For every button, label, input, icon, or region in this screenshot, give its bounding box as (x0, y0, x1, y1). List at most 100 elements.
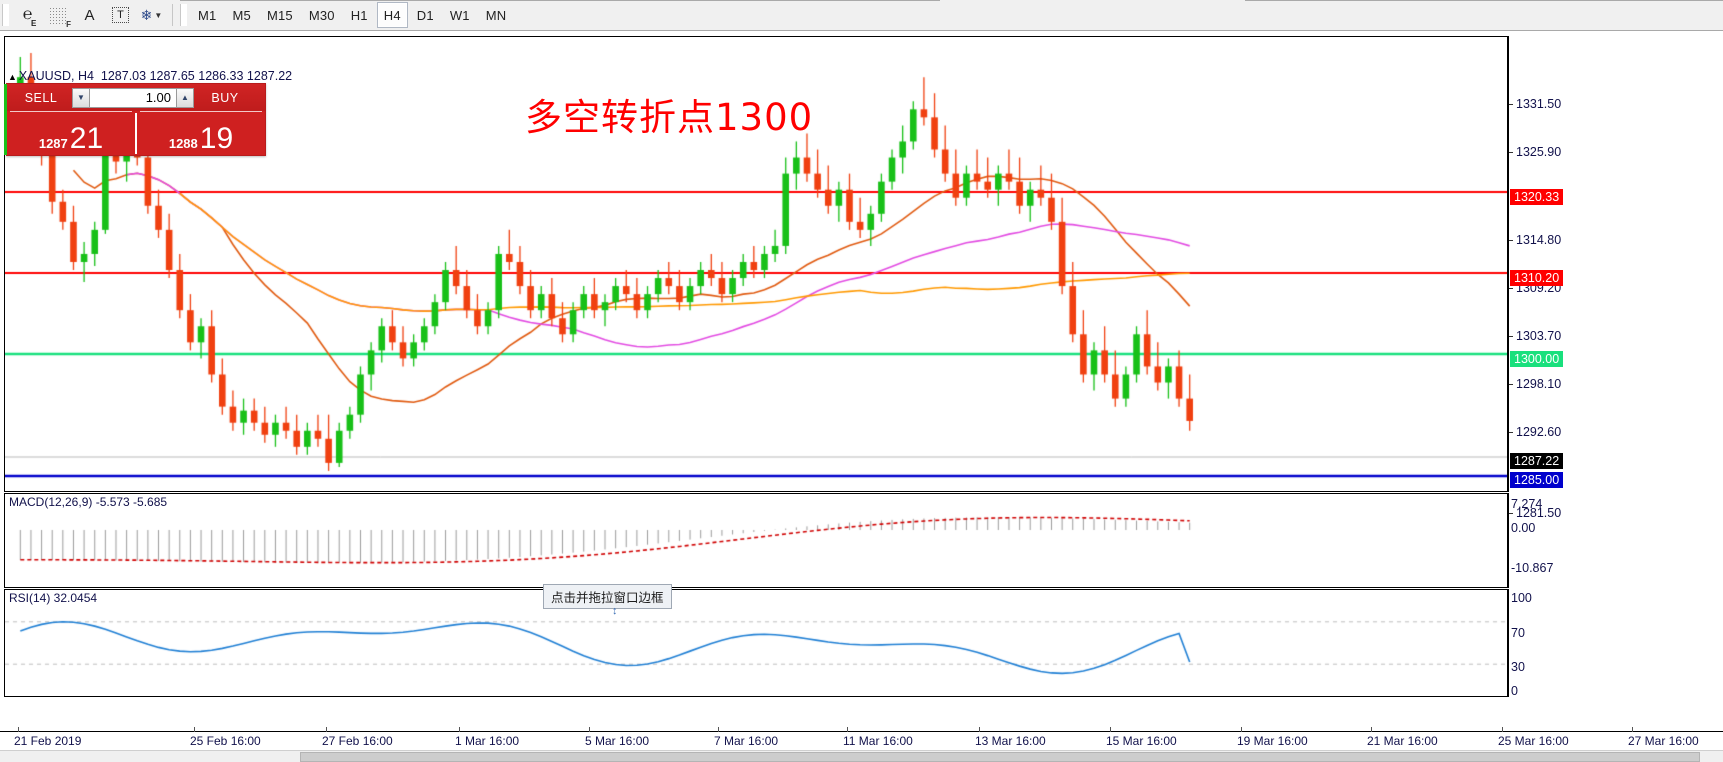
price-tick-1298.10: 1298.10 (1509, 377, 1561, 391)
trade-panel-quotes: 1287 21 1288 19 (7, 111, 265, 155)
time-label: 27 Feb 16:00 (322, 734, 393, 748)
time-tick (18, 727, 19, 732)
sell-price-button[interactable]: 1287 21 (7, 111, 135, 155)
rsi-tick-0: 0 (1511, 684, 1518, 698)
time-label: 21 Mar 16:00 (1367, 734, 1438, 748)
price-tag-1310.20: 1310.20 (1510, 270, 1564, 286)
macd-pane[interactable]: MACD(12,26,9) -5.573 -5.685 (4, 493, 1508, 588)
timeframe-m30[interactable]: M30 (308, 7, 335, 23)
expert-advisor-glyph: ℮ (23, 6, 36, 28)
chart-container[interactable]: ▲ XAUUSD, H4 1287.03 1287.65 1286.33 1287… (0, 31, 1723, 731)
price-tick-1292.60: 1292.60 (1509, 425, 1561, 439)
price-tag-1300.00: 1300.00 (1510, 351, 1564, 367)
timeframe-h4[interactable]: H4 (376, 2, 408, 28)
time-tick (847, 727, 848, 732)
timeframe-m1[interactable]: M1 (198, 7, 217, 23)
timeframe-d1[interactable]: D1 (416, 7, 434, 23)
time-label: 5 Mar 16:00 (585, 734, 650, 748)
volume-input[interactable]: 1.00 (90, 87, 176, 108)
macd-tick-1: 0.00 (1511, 521, 1536, 535)
time-axis[interactable]: 21 Feb 2019 25 Feb 16:00 27 Feb 16:00 1 Mar… (0, 727, 1723, 750)
price-tick-1314.80: 1314.80 (1509, 233, 1561, 247)
chevron-down-icon[interactable]: ▼ (154, 10, 163, 20)
time-label: 19 Mar 16:00 (1237, 734, 1308, 748)
rsi-label: RSI(14) 32.0454 (9, 591, 98, 605)
indicator-list-icon[interactable] (44, 2, 73, 29)
time-label: 21 Feb 2019 (14, 734, 82, 748)
symbol-name: XAUUSD, H4 (18, 69, 94, 83)
time-label: 11 Mar 16:00 (843, 734, 913, 748)
ohlc-low: 1286.33 (198, 69, 244, 83)
resize-window-tooltip: 点击并拖拉窗口边框 (543, 584, 672, 609)
rsi-pane[interactable]: RSI(14) 32.0454 (4, 589, 1508, 697)
objects-glyph: ❄ (140, 6, 153, 23)
buy-price-button[interactable]: 1288 19 (137, 111, 265, 155)
time-tick (718, 727, 719, 732)
rsi-scale: 100 70 30 0 (1508, 589, 1723, 698)
objects-tool-icon[interactable]: ❄ ▼ (137, 2, 166, 28)
timeframe-m15[interactable]: M15 (266, 7, 293, 23)
time-tick (1110, 727, 1111, 732)
rsi-tick-100: 100 (1511, 591, 1532, 605)
text-tool-icon[interactable]: A (75, 2, 104, 28)
volume-decrease-button[interactable]: ▼ (72, 87, 90, 108)
timeframe-m5[interactable]: M5 (232, 7, 251, 23)
macd-canvas (5, 494, 1507, 587)
trade-panel-accent-bar (4, 84, 7, 155)
toolbar-divider-top (180, 0, 940, 1)
macd-tick-0: 7.274 (1511, 497, 1543, 511)
rsi-tick-30: 30 (1511, 660, 1525, 674)
time-tick (589, 727, 590, 732)
price-tick-1325.90: 1325.90 (1509, 145, 1561, 159)
macd-label: MACD(12,26,9) -5.573 -5.685 (9, 495, 168, 509)
sell-price-pips: 21 (69, 122, 104, 155)
time-tick (326, 727, 327, 732)
expert-advisor-icon[interactable]: ℮ (13, 2, 42, 28)
timeframe-mn[interactable]: MN (485, 7, 507, 23)
sell-divider (10, 111, 132, 112)
timeframe-w1[interactable]: W1 (449, 7, 470, 23)
price-pane[interactable] (4, 36, 1508, 492)
trade-panel-header: SELL ▼ 1.00 ▲ BUY (7, 84, 265, 111)
buy-label[interactable]: BUY (211, 90, 239, 105)
time-label: 15 Mar 16:00 (1106, 734, 1177, 748)
ohlc-close: 1287.22 (246, 69, 293, 83)
price-tag-1287.22: 1287.22 (1510, 453, 1564, 469)
horizontal-scrollbar[interactable] (0, 750, 1723, 762)
price-tick-1281.50: 1281.50 (1509, 506, 1561, 520)
time-tick (1502, 727, 1503, 732)
price-scale[interactable]: 1331.50 1325.90 1314.80 1309.20 1303.70 1298.… (1508, 36, 1723, 520)
price-tick-1331.50: 1331.50 (1509, 97, 1561, 111)
time-label: 25 Feb 16:00 (190, 734, 261, 748)
main-toolbar: ℮ A T ❄ ▼ M1 M5 M15 M30 H1 H4 D1 W1 MN (0, 0, 1723, 31)
time-tick (1371, 727, 1372, 732)
time-label: 7 Mar 16:00 (714, 734, 779, 748)
resize-cursor-icon: ↕ (612, 605, 618, 617)
toolbar-divider-top-right (1245, 0, 1723, 1)
ohlc-high: 1287.65 (149, 69, 195, 83)
timeframe-h1[interactable]: H1 (350, 7, 368, 23)
triangle-icon: ▲ (8, 72, 17, 82)
one-click-trade-panel[interactable]: SELL ▼ 1.00 ▲ BUY 1287 21 1288 19 (4, 83, 266, 156)
sell-label[interactable]: SELL (24, 90, 58, 105)
time-label: 25 Mar 16:00 (1498, 734, 1569, 748)
scrollbar-thumb[interactable] (300, 752, 1700, 762)
timeframe-drag-handle[interactable] (180, 4, 187, 26)
text-a-glyph: A (84, 6, 95, 24)
rsi-tick-70: 70 (1511, 626, 1525, 640)
buy-price-whole: 1288 (168, 136, 198, 151)
volume-increase-button[interactable]: ▲ (176, 87, 194, 108)
time-tick (1241, 727, 1242, 732)
time-tick (194, 727, 195, 732)
toolbar-drag-handle[interactable] (2, 4, 9, 26)
indicator-grid-glyph (49, 6, 71, 29)
chart-annotation-text[interactable]: 多空转折点1300 (525, 96, 814, 139)
macd-scale: 7.274 0.00 -10.867 (1508, 493, 1723, 588)
ohlc-open: 1287.03 (100, 69, 147, 83)
text-label-tool-icon[interactable]: T (106, 2, 135, 28)
price-tick-1303.70: 1303.70 (1509, 329, 1561, 343)
symbol-ohlc-header: ▲ XAUUSD, H4 1287.03 1287.65 1286.33 1287… (8, 69, 292, 83)
buy-price-pips: 19 (199, 122, 234, 155)
price-tag-1285.00: 1285.00 (1510, 472, 1564, 488)
time-tick (1632, 727, 1633, 732)
